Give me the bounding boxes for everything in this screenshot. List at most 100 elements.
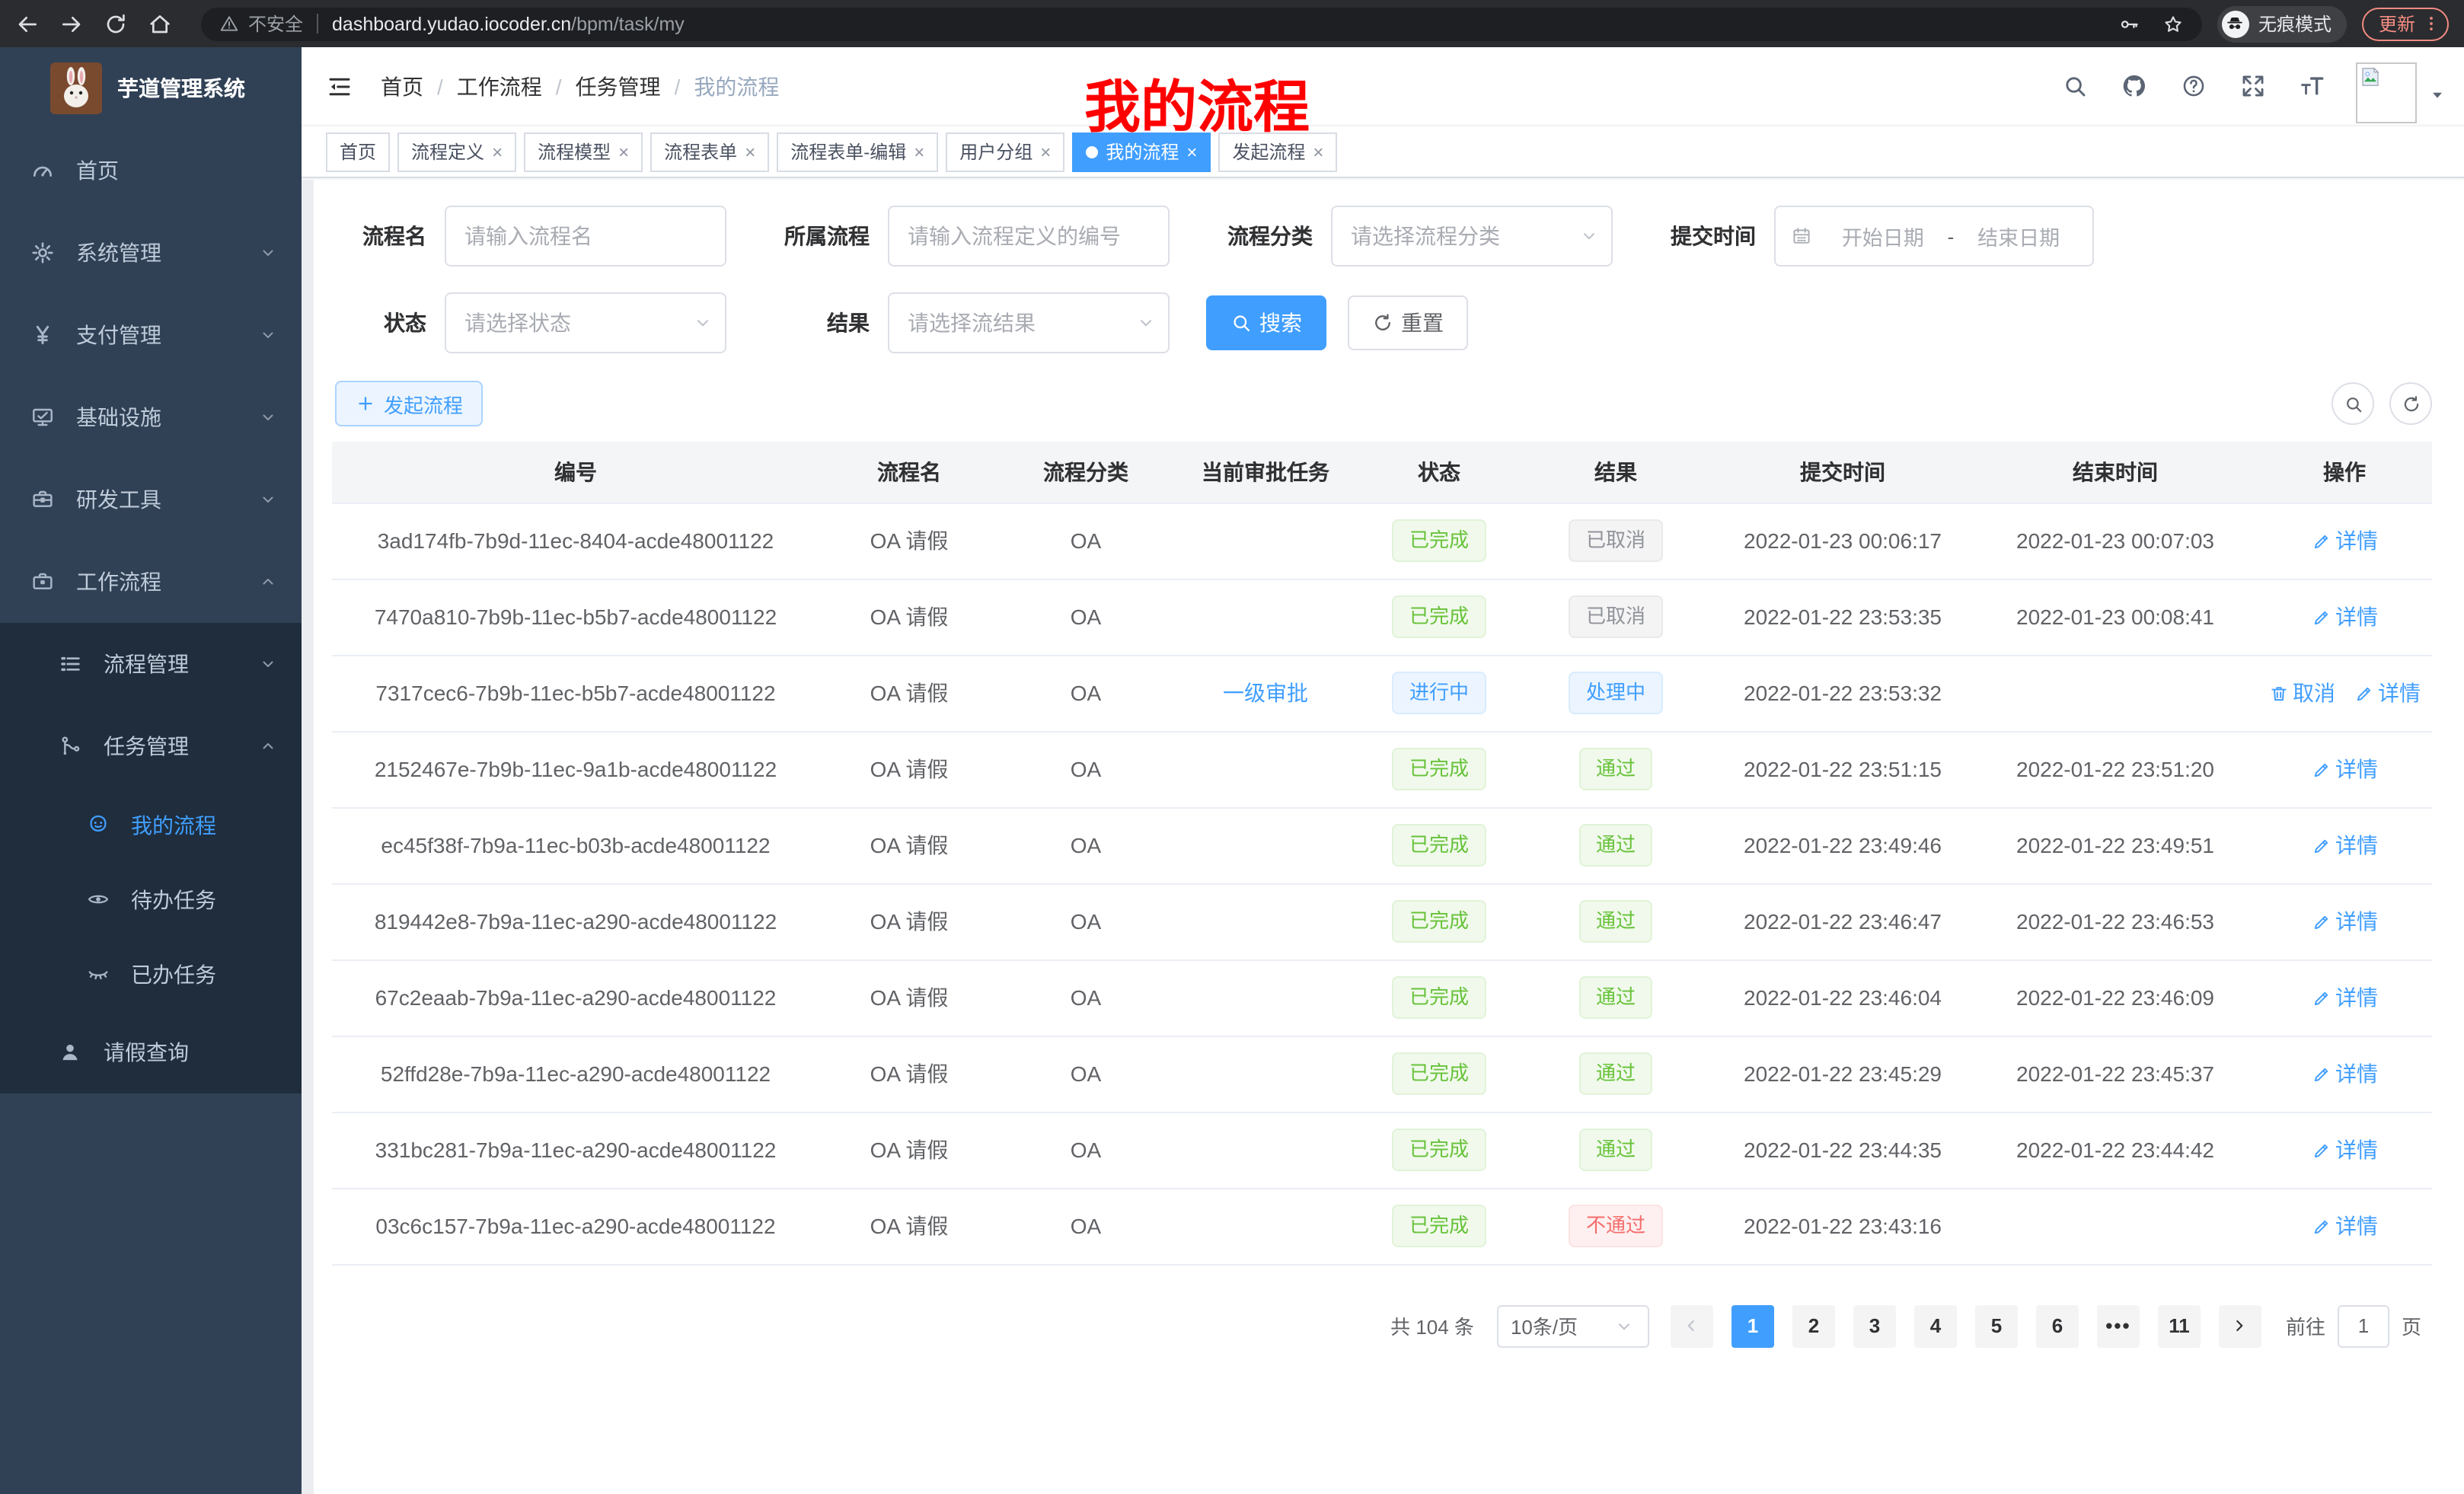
- detail-action[interactable]: 详情: [2311, 525, 2378, 556]
- tab-首页[interactable]: 首页: [326, 132, 391, 171]
- close-icon[interactable]: ×: [1186, 141, 1198, 162]
- breadcrumb-home[interactable]: 首页: [381, 74, 423, 98]
- process-input[interactable]: [888, 206, 1170, 267]
- refresh-table-button[interactable]: [2389, 382, 2432, 425]
- tab-发起流程[interactable]: 发起流程 ×: [1218, 132, 1338, 171]
- chevron-down-icon: [1614, 1316, 1634, 1336]
- help-icon[interactable]: [2181, 73, 2207, 99]
- detail-action[interactable]: 详情: [2311, 754, 2378, 784]
- next-page-button[interactable]: [2218, 1304, 2261, 1347]
- task-link[interactable]: 一级审批: [1223, 681, 1308, 705]
- sidebar-item-已办任务[interactable]: 已办任务: [0, 937, 302, 1011]
- tab-流程模型[interactable]: 流程模型 ×: [524, 132, 643, 171]
- close-icon[interactable]: ×: [618, 141, 630, 162]
- cancel-action[interactable]: 取消: [2268, 678, 2335, 708]
- sidebar-item-待办任务[interactable]: 待办任务: [0, 862, 302, 937]
- detail-action[interactable]: 详情: [2311, 1058, 2378, 1089]
- prev-page-button[interactable]: [1670, 1304, 1713, 1347]
- detail-action[interactable]: 详情: [2311, 830, 2378, 860]
- page-button-1[interactable]: 1: [1731, 1304, 1774, 1347]
- column-header-编号: 编号: [332, 442, 819, 503]
- sidebar-item-请假查询[interactable]: 请假查询: [0, 1011, 302, 1093]
- avatar-caret-icon[interactable]: [2429, 87, 2446, 104]
- close-icon[interactable]: ×: [914, 141, 925, 162]
- detail-action[interactable]: 详情: [2311, 1211, 2378, 1241]
- app-logo-row: 芋道管理系统: [0, 47, 302, 129]
- detail-action[interactable]: 详情: [2311, 1135, 2378, 1165]
- page-button-4[interactable]: 4: [1913, 1304, 1957, 1347]
- page-button-5[interactable]: 5: [1974, 1304, 2018, 1347]
- breadcrumb-task-mgmt[interactable]: 任务管理: [575, 74, 661, 98]
- start-date-placeholder[interactable]: 开始日期: [1841, 227, 1924, 250]
- browser-chrome: 不安全 dashboard.yudao.iocoder.cn /bpm/task…: [0, 0, 2464, 47]
- back-icon[interactable]: [15, 11, 40, 36]
- sidebar-item-研发工具[interactable]: 研发工具: [0, 458, 302, 541]
- sidebar-item-我的流程[interactable]: 我的流程: [0, 787, 302, 862]
- close-icon[interactable]: ×: [1313, 141, 1324, 162]
- cell-submit-time: 2022-01-22 23:46:04: [1712, 959, 1974, 1036]
- reload-icon[interactable]: [104, 11, 128, 36]
- tab-label: 用户分组: [959, 142, 1033, 163]
- date-range-picker[interactable]: 开始日期 - 结束日期: [1774, 206, 2094, 267]
- reset-button[interactable]: 重置: [1348, 295, 1468, 350]
- status-badge: 进行中: [1392, 672, 1486, 714]
- chevron-up-icon: [259, 573, 277, 591]
- search-icon[interactable]: [2062, 73, 2088, 99]
- incognito-label: 无痕模式: [2258, 14, 2332, 35]
- status-select[interactable]: [445, 292, 726, 353]
- sidebar-item-任务管理[interactable]: 任务管理: [0, 705, 302, 787]
- name-input[interactable]: [445, 206, 726, 267]
- sidebar-item-基础设施[interactable]: 基础设施: [0, 376, 302, 458]
- sidebar-item-流程管理[interactable]: 流程管理: [0, 623, 302, 705]
- tab-流程表单[interactable]: 流程表单 ×: [650, 132, 770, 171]
- sidebar-item-系统管理[interactable]: 系统管理: [0, 212, 302, 294]
- cell-result: 已取消: [1520, 579, 1712, 656]
- tab-流程表单-编辑[interactable]: 流程表单-编辑 ×: [777, 132, 939, 171]
- sidebar-item-label: 流程管理: [104, 652, 189, 676]
- search-button[interactable]: 搜索: [1206, 295, 1326, 350]
- page-ellipsis-button[interactable]: •••: [2096, 1304, 2140, 1347]
- start-process-button[interactable]: 发起流程: [335, 381, 484, 426]
- sidebar-item-工作流程[interactable]: 工作流程: [0, 541, 302, 623]
- sidebar-item-首页[interactable]: 首页: [0, 129, 302, 212]
- page-button-6[interactable]: 6: [2035, 1304, 2079, 1347]
- sidebar-item-label: 工作流程: [76, 570, 161, 594]
- close-icon[interactable]: ×: [1040, 141, 1052, 162]
- detail-action[interactable]: 详情: [2311, 602, 2378, 632]
- page-size-select[interactable]: 10条/页: [1496, 1304, 1649, 1347]
- page-button-11[interactable]: 11: [2157, 1304, 2201, 1347]
- close-icon[interactable]: ×: [745, 141, 756, 162]
- page-button-3[interactable]: 3: [1853, 1304, 1896, 1347]
- forward-icon[interactable]: [59, 11, 84, 36]
- result-select[interactable]: [888, 292, 1170, 353]
- detail-action[interactable]: 详情: [2311, 982, 2378, 1013]
- category-select[interactable]: [1331, 206, 1613, 267]
- detail-action[interactable]: 详情: [2311, 906, 2378, 937]
- github-icon[interactable]: [2121, 73, 2147, 99]
- sidebar-item-支付管理[interactable]: 支付管理: [0, 294, 302, 376]
- url-bar[interactable]: 不安全 dashboard.yudao.iocoder.cn /bpm/task…: [201, 7, 2202, 40]
- cell-process-name: OA 请假: [819, 1188, 999, 1265]
- detail-action[interactable]: 详情: [2354, 678, 2421, 708]
- kebab-menu-icon[interactable]: [2421, 14, 2441, 34]
- tab-用户分组[interactable]: 用户分组 ×: [946, 132, 1065, 171]
- page-jump-input[interactable]: [2337, 1304, 2389, 1347]
- tab-我的流程[interactable]: 我的流程 ×: [1072, 132, 1211, 171]
- bookmark-star-icon[interactable]: [2162, 13, 2184, 34]
- fullscreen-icon[interactable]: [2240, 73, 2266, 99]
- tab-流程定义[interactable]: 流程定义 ×: [397, 132, 517, 171]
- close-icon[interactable]: ×: [492, 141, 503, 162]
- show-search-button[interactable]: [2332, 382, 2374, 425]
- page-button-2[interactable]: 2: [1792, 1304, 1835, 1347]
- cell-current-task: [1173, 731, 1358, 808]
- cell-process-name: OA 请假: [819, 883, 999, 960]
- home-icon[interactable]: [148, 11, 172, 36]
- chrome-update-button[interactable]: 更新: [2361, 7, 2449, 40]
- breadcrumb-workflow[interactable]: 工作流程: [456, 74, 542, 98]
- end-date-placeholder[interactable]: 结束日期: [1977, 227, 2060, 250]
- sidebar-fold-icon[interactable]: [326, 72, 353, 100]
- avatar[interactable]: [2356, 62, 2417, 123]
- font-size-icon[interactable]: [2300, 73, 2325, 99]
- cell-status: 进行中: [1358, 655, 1520, 732]
- password-key-icon[interactable]: [2118, 13, 2140, 34]
